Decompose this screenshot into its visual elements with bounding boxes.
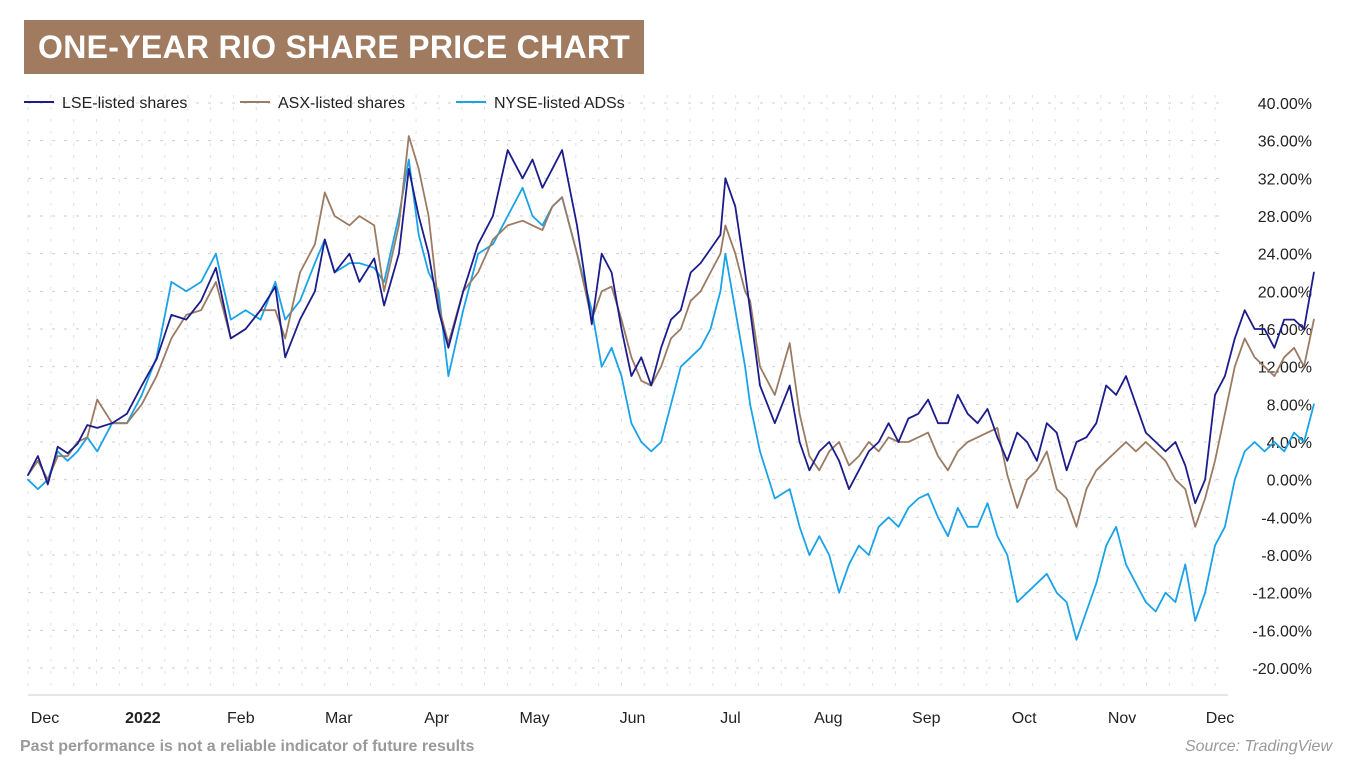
y-tick-label: 36.00%	[1258, 134, 1312, 151]
series-line-lse-listed-shares	[27, 149, 1315, 505]
x-tick-label: Aug	[814, 710, 842, 727]
y-tick-label: 24.00%	[1258, 247, 1312, 264]
x-tick-label: Jul	[720, 710, 740, 727]
chart-title-text: ONE-YEAR RIO SHARE PRICE CHART	[38, 28, 631, 65]
chart-title: ONE-YEAR RIO SHARE PRICE CHART	[24, 20, 645, 74]
y-tick-label: 28.00%	[1258, 209, 1312, 226]
y-tick-label: -16.00%	[1252, 623, 1312, 640]
legend-label: LSE-listed shares	[62, 95, 187, 112]
x-tick-label: Dec	[31, 710, 59, 727]
x-tick-label: Mar	[325, 710, 353, 727]
y-tick-label: 32.00%	[1258, 171, 1312, 188]
x-tick-label: Dec	[1206, 710, 1234, 727]
y-tick-label: 8.00%	[1267, 397, 1312, 414]
y-tick-label: -12.00%	[1252, 586, 1312, 603]
y-tick-label: -20.00%	[1252, 661, 1312, 678]
x-tick-label: Oct	[1012, 710, 1037, 727]
x-tick-label: Nov	[1108, 710, 1136, 727]
x-tick-label: Sep	[912, 710, 941, 727]
x-tick-label: Apr	[424, 710, 450, 727]
series-line-nyse-listed-adss	[27, 158, 1315, 641]
legend-label: ASX-listed shares	[278, 95, 405, 112]
y-tick-label: 40.00%	[1258, 96, 1312, 113]
x-tick-label: 2022	[125, 710, 161, 727]
y-tick-label: 16.00%	[1258, 322, 1312, 339]
series-line-asx-listed-shares	[27, 135, 1315, 528]
x-tick-label: Jun	[620, 710, 646, 727]
x-tick-label: May	[519, 710, 549, 727]
x-tick-label: Feb	[227, 710, 255, 727]
source-text: Source: TradingView	[1184, 738, 1332, 755]
disclaimer-text: Past performance is not a reliable indic…	[20, 738, 475, 755]
y-tick-label: 0.00%	[1267, 473, 1312, 490]
legend-label: NYSE-listed ADSs	[494, 95, 625, 112]
y-tick-label: 20.00%	[1258, 284, 1312, 301]
y-tick-label: -4.00%	[1261, 510, 1312, 527]
y-tick-label: -8.00%	[1261, 548, 1312, 565]
